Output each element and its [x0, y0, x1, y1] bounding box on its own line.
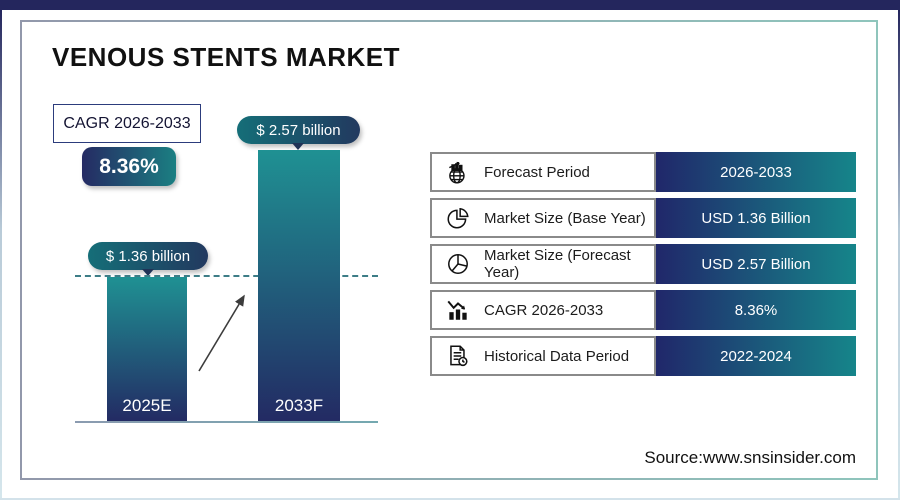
bar-chart-arrow-icon	[444, 296, 472, 324]
right-edge-border	[898, 10, 900, 500]
bar-2033: 2033F	[258, 150, 340, 422]
reference-dashed-line	[75, 275, 378, 277]
bar-category-label: 2025E	[122, 396, 172, 415]
table-row: CAGR 2026-2033 8.36%	[430, 290, 856, 330]
bar-category-label: 2033F	[274, 396, 324, 415]
table-row: Market Size (Base Year) USD 1.36 Billion	[430, 198, 856, 238]
market-summary-table: Forecast Period 2026-2033 Market Size (B…	[430, 152, 856, 382]
row-label: Market Size (Forecast Year)	[484, 247, 631, 281]
document-clock-icon	[444, 342, 472, 370]
bottom-edge-border	[0, 498, 900, 500]
top-accent-band	[0, 0, 900, 10]
bar-value-pill-2033: $ 2.57 billion	[237, 116, 360, 144]
pill-caret-2033	[292, 143, 304, 150]
row-value: 2022-2024	[656, 336, 856, 376]
row-label: CAGR 2026-2033	[484, 301, 604, 319]
left-edge-border	[0, 10, 2, 500]
growth-arrow-icon	[188, 283, 258, 378]
pie-chart-segments-icon	[444, 250, 472, 278]
pill-caret-2025	[142, 269, 154, 276]
row-label: Market Size (Base Year)	[484, 209, 646, 227]
cagr-value-badge: 8.36%	[82, 147, 176, 186]
row-label: Forecast Period	[484, 163, 590, 181]
row-value: USD 2.57 Billion	[656, 244, 856, 284]
globe-growth-icon	[444, 158, 472, 186]
bar-2025: 2025E	[107, 277, 187, 422]
page-title: VENOUS STENTS MARKET	[52, 42, 401, 72]
cagr-label-box: CAGR 2026-2033	[53, 104, 201, 143]
bar-value-pill-2025: $ 1.36 billion	[88, 242, 208, 270]
table-row: Market Size (Forecast Year) USD 2.57 Bil…	[430, 244, 856, 284]
row-label: Historical Data Period	[484, 347, 630, 365]
table-row: Forecast Period 2026-2033	[430, 152, 856, 192]
source-attribution: Source:www.snsinsider.com	[644, 448, 856, 467]
row-value: 2026-2033	[656, 152, 856, 192]
row-value: USD 1.36 Billion	[656, 198, 856, 238]
pie-chart-icon	[444, 204, 472, 232]
row-value: 8.36%	[656, 290, 856, 330]
chart-baseline	[75, 421, 378, 423]
table-row: Historical Data Period 2022-2024	[430, 336, 856, 376]
